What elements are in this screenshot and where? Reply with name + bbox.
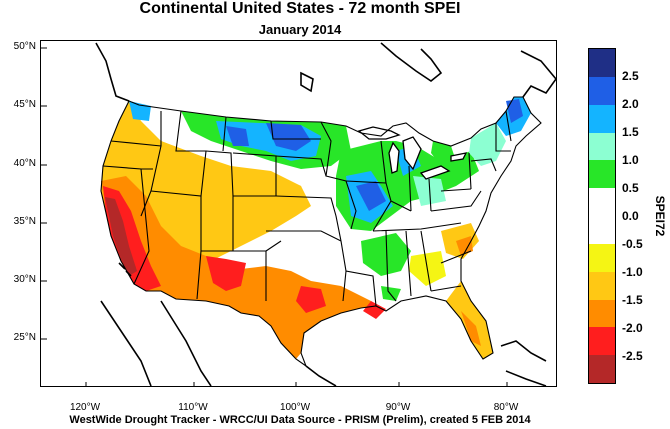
lat-label-35: 35°N <box>13 216 36 227</box>
legend-tick-0.0: 0.0 <box>622 209 639 223</box>
lat-label-30: 30°N <box>13 274 36 285</box>
lat-label-40: 40°N <box>13 158 36 169</box>
legend-swatch <box>589 299 615 328</box>
map-subtitle: January 2014 <box>258 22 342 37</box>
legend-swatch <box>589 104 615 133</box>
legend-tick-0.5: 0.5 <box>622 181 639 195</box>
lon-label-90w: 90°W <box>385 402 411 413</box>
lon-label-100w: 100°W <box>279 402 311 413</box>
lat-label-50: 50°N <box>13 41 36 52</box>
lat-label-25: 25°N <box>13 332 36 343</box>
great-lakes <box>357 126 468 180</box>
lon-label-120w: 120°W <box>69 402 101 413</box>
legend-tick-neg1.5: -1.5 <box>622 293 643 307</box>
legend-swatch <box>589 355 615 384</box>
legend-swatch <box>589 132 615 161</box>
legend-swatch <box>589 327 615 356</box>
legend-tick-neg2.5: -2.5 <box>622 349 643 363</box>
legend-swatch <box>589 76 615 106</box>
wet-regions <box>129 97 531 301</box>
legend-tick-2.0: 2.0 <box>622 97 639 111</box>
lon-label-110w: 110°W <box>178 402 208 413</box>
legend-tick-1.0: 1.0 <box>622 153 639 167</box>
lon-label-80w: 80°W <box>493 402 519 413</box>
legend-swatch <box>589 49 615 78</box>
legend-tick-neg2.0: -2.0 <box>622 321 643 335</box>
lat-label-45: 45°N <box>13 99 36 110</box>
legend-tick-2.5: 2.5 <box>622 69 639 83</box>
legend-title: SPEI72 <box>653 195 667 237</box>
legend-colorbar <box>588 48 616 384</box>
legend-swatch <box>589 271 615 300</box>
spei-map <box>40 40 557 387</box>
legend-tick-neg0.5: -0.5 <box>622 237 643 251</box>
legend-swatch <box>589 243 615 273</box>
legend-swatch <box>589 216 615 245</box>
state-borders <box>100 96 542 368</box>
map-footer-credit: WestWide Drought Tracker - WRCC/UI Data … <box>69 414 531 426</box>
dry-regions <box>101 101 493 359</box>
legend-swatch <box>589 188 615 217</box>
context-coastlines <box>95 42 556 386</box>
legend-swatch <box>589 160 615 189</box>
map-title: Continental United States - 72 month SPE… <box>139 0 461 17</box>
map-svg <box>41 42 556 386</box>
legend-tick-neg1.0: -1.0 <box>622 265 643 279</box>
legend-tick-1.5: 1.5 <box>622 125 639 139</box>
